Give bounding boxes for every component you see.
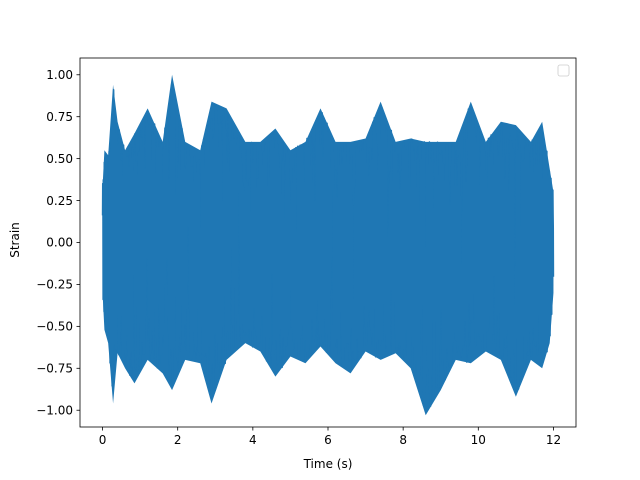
y-tick-label: 0.25 xyxy=(46,194,73,208)
y-tick-label: −0.75 xyxy=(36,361,73,375)
x-axis-label: Time (s) xyxy=(303,457,353,471)
x-tick-label: 6 xyxy=(324,433,332,447)
x-axis-ticks: 0 2 4 6 8 10 12 xyxy=(99,427,561,447)
y-tick-label: 0.75 xyxy=(46,110,73,124)
y-tick-label: −0.50 xyxy=(36,320,73,334)
series-0-line xyxy=(101,84,555,407)
y-tick-label: −0.25 xyxy=(36,278,73,292)
y-tick-label: 1.00 xyxy=(46,68,73,82)
y-tick-label: 0.50 xyxy=(46,152,73,166)
legend xyxy=(557,64,570,77)
x-tick-label: 10 xyxy=(471,433,486,447)
y-tick-label: 0.00 xyxy=(46,236,73,250)
x-tick-label: 12 xyxy=(546,433,561,447)
x-tick-label: 4 xyxy=(249,433,257,447)
x-tick-label: 0 xyxy=(99,433,107,447)
y-tick-label: −1.00 xyxy=(36,403,73,417)
y-axis-label: Strain xyxy=(8,222,22,258)
x-tick-label: 8 xyxy=(399,433,407,447)
y-axis-ticks: −1.00 −0.75 −0.50 −0.25 0.00 0.25 0.50 0.75 1.00 xyxy=(36,68,80,417)
legend-box xyxy=(557,64,570,77)
plot-area xyxy=(101,74,555,416)
x-tick-label: 2 xyxy=(174,433,182,447)
